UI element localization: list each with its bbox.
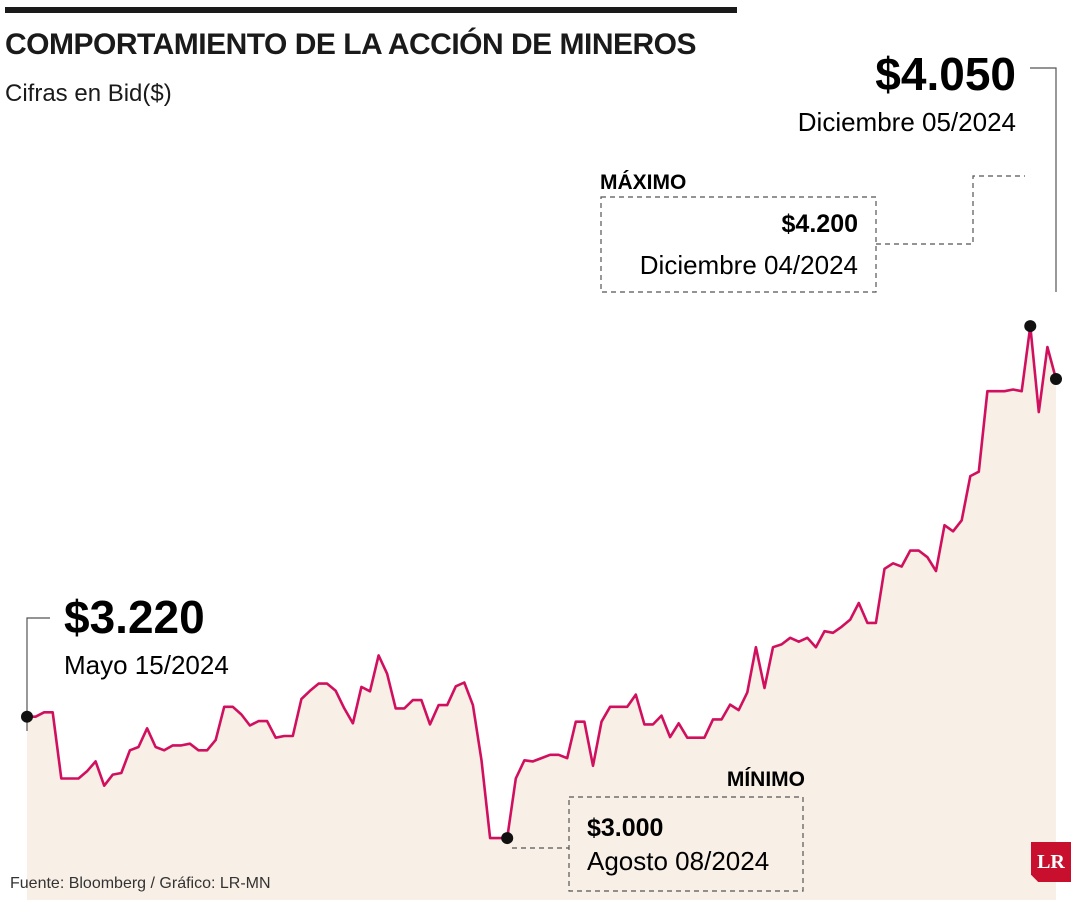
price-area — [27, 326, 1056, 900]
max-value: $4.200 — [782, 210, 858, 238]
lr-logo: LR — [1031, 842, 1071, 882]
max-point — [1024, 320, 1037, 333]
start-point — [21, 710, 33, 723]
min-box — [568, 796, 804, 892]
source-note: Fuente: Bloomberg / Gráfico: LR-MN — [10, 875, 271, 892]
min-date: Agosto 08/2024 — [587, 846, 769, 876]
top-rule — [5, 7, 737, 13]
start-leader-line — [26, 617, 50, 731]
end-value: $4.050 — [875, 48, 1016, 100]
end-date: Diciembre 05/2024 — [798, 107, 1016, 137]
max-box — [600, 196, 877, 293]
min-title: MÍNIMO — [727, 768, 805, 791]
max-leader-line — [876, 175, 1025, 245]
end-leader-line — [1030, 67, 1057, 292]
max-title: MÁXIMO — [600, 171, 686, 194]
min-point — [501, 832, 514, 845]
start-value: $3.220 — [64, 591, 205, 643]
chart-title: COMPORTAMIENTO DE LA ACCIÓN DE MINEROS — [5, 28, 697, 61]
chart-subtitle: Cifras en Bid($) — [5, 80, 172, 107]
max-date: Diciembre 04/2024 — [640, 250, 858, 280]
price-line — [27, 324, 1058, 840]
min-value: $3.000 — [587, 814, 663, 842]
start-date: Mayo 15/2024 — [64, 650, 229, 680]
end-point — [1050, 373, 1062, 386]
